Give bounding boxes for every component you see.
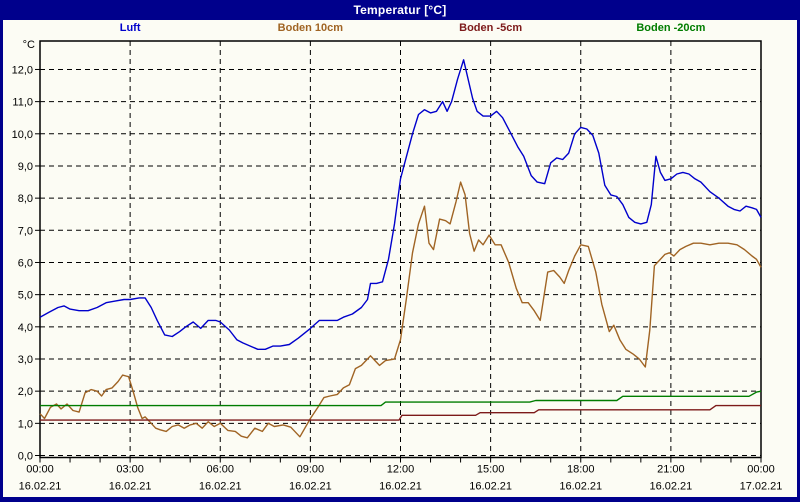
x-tick-time-label: 03:00 bbox=[116, 464, 144, 476]
y-tick-label: 1,0 bbox=[18, 418, 33, 430]
x-tick-date-label: 16.02.21 bbox=[199, 481, 242, 493]
y-tick-label: 3,0 bbox=[18, 354, 33, 366]
x-tick-time-label: 00:00 bbox=[747, 464, 775, 476]
legend: Luft Boden 10cm Boden -5cm Boden -20cm bbox=[40, 22, 761, 40]
chart-panel: Luft Boden 10cm Boden -5cm Boden -20cm 0,0 1… bbox=[3, 20, 797, 497]
series-line-luft bbox=[39, 59, 762, 350]
y-tick-label: 10,0 bbox=[12, 129, 33, 141]
series-line-boden-20cm bbox=[40, 390, 762, 407]
x-tick-time-label: 15:00 bbox=[477, 464, 505, 476]
x-tick-time-label: 00:00 bbox=[26, 464, 54, 476]
y-tick-label: 6,0 bbox=[18, 257, 33, 269]
x-tick-time-label: 06:00 bbox=[206, 464, 234, 476]
series-line-boden-5cm bbox=[40, 404, 761, 421]
legend-item-boden-20cm: Boden -20cm bbox=[636, 22, 706, 34]
legend-item-luft: Luft bbox=[119, 22, 141, 34]
x-tick-time-label: 09:00 bbox=[297, 464, 325, 476]
legend-item-boden-5cm: Boden -5cm bbox=[459, 22, 523, 34]
series-line-boden-10cm bbox=[39, 181, 762, 439]
x-tick-date-label: 16.02.21 bbox=[649, 481, 692, 493]
x-tick-time-label: 18:00 bbox=[567, 464, 595, 476]
y-axis-unit-label: °C bbox=[23, 39, 35, 51]
y-tick-label: 7,0 bbox=[18, 225, 33, 237]
x-tick-date-label: 16.02.21 bbox=[109, 481, 152, 493]
y-tick-label: 2,0 bbox=[18, 386, 33, 398]
y-tick-label: 12,0 bbox=[12, 64, 33, 76]
chart-title: Temperatur [°C] bbox=[353, 3, 447, 17]
plot-area: 0,0 1,0 2,0 3,0 4,0 5,0 6,0 7,0 8,0 9,0 10,0 11,0 12… bbox=[3, 20, 797, 497]
y-tick-label: 11,0 bbox=[12, 97, 33, 109]
x-tick-time-label: 21:00 bbox=[657, 464, 685, 476]
x-tick-date-label: 16.02.21 bbox=[469, 481, 512, 493]
temperature-chart-svg: 0,0 1,0 2,0 3,0 4,0 5,0 6,0 7,0 8,0 9,0 10,0 11,0 12… bbox=[12, 39, 783, 493]
x-tick-date-label: 16.02.21 bbox=[289, 481, 332, 493]
y-tick-label: 5,0 bbox=[18, 290, 33, 302]
x-tick-date-label: 16.02.21 bbox=[559, 481, 602, 493]
y-tick-label: 0,0 bbox=[18, 451, 33, 463]
y-tick-label: 9,0 bbox=[18, 161, 33, 173]
x-tick-date-label: 17.02.21 bbox=[740, 481, 783, 493]
x-tick-date-label: 16.02.21 bbox=[19, 481, 62, 493]
legend-item-boden-10cm: Boden 10cm bbox=[277, 22, 344, 34]
y-tick-label: 8,0 bbox=[18, 193, 33, 205]
x-tick-time-label: 12:00 bbox=[387, 464, 415, 476]
x-tick-date-label: 16.02.21 bbox=[379, 481, 422, 493]
title-bar: Temperatur [°C] bbox=[0, 0, 800, 20]
y-tick-label: 4,0 bbox=[18, 322, 33, 334]
